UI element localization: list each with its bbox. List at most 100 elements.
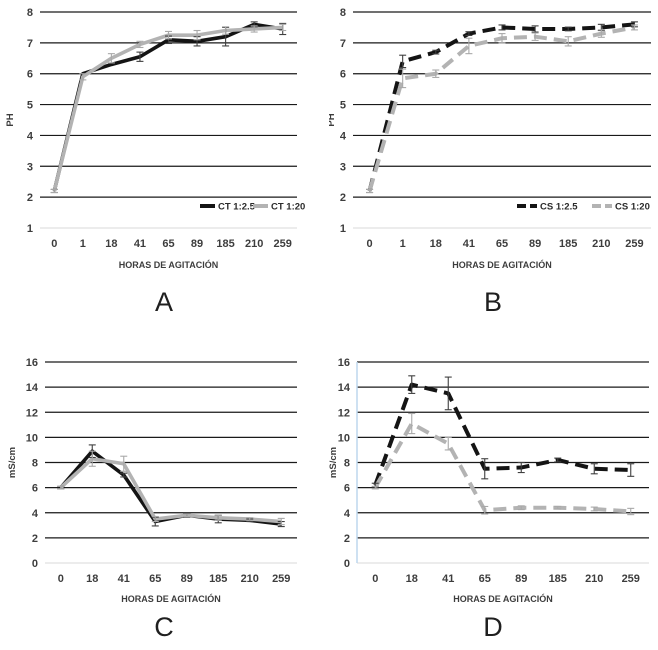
x-tick-label: 1 xyxy=(80,238,86,250)
chart-d: 0 2 4 6 8 10 12 14 16 0 18 41 65 89 185 210 259 HORAS DE … xyxy=(329,325,658,610)
legend-label: CT 1:20 xyxy=(271,202,305,213)
x-tick-label: 41 xyxy=(442,573,454,585)
y-tick-label: 0 xyxy=(344,558,350,570)
x-tick-label: 18 xyxy=(430,238,442,250)
x-tick-label: 41 xyxy=(463,238,475,250)
x-tick-label: 185 xyxy=(216,238,234,250)
y-tick-label: 3 xyxy=(340,161,346,173)
x-tick-label: 1 xyxy=(400,238,406,250)
y-tick-label: 1 xyxy=(27,223,33,235)
x-tick-label: 185 xyxy=(549,573,567,585)
y-tick-label: 0 xyxy=(32,558,38,570)
y-tick-label: 1 xyxy=(340,223,346,235)
y-tick-label: 10 xyxy=(338,432,350,444)
y-tick-label: 12 xyxy=(338,407,350,419)
x-tick-label: 65 xyxy=(162,238,174,250)
y-axis-title: PH xyxy=(329,113,337,126)
x-tick-label: 41 xyxy=(134,238,146,250)
error-bars-gray xyxy=(366,24,638,194)
x-tick-label: 0 xyxy=(366,238,372,250)
x-tick-label: 89 xyxy=(191,238,203,250)
y-axis-title: PH xyxy=(5,113,16,126)
y-tick-label: 5 xyxy=(27,100,33,112)
legend-label: CS 1:2.5 xyxy=(540,202,578,213)
x-tick-label: 65 xyxy=(479,573,491,585)
chart-c: 0 2 4 6 8 10 12 14 16 0 18 41 65 89 185 210 259 HORAS DE … xyxy=(0,325,329,610)
x-tick-label: 18 xyxy=(105,238,117,250)
y-tick-label: 16 xyxy=(26,357,38,369)
x-tick-label: 18 xyxy=(86,573,98,585)
x-tick-label: 259 xyxy=(274,238,292,250)
error-bars-gray xyxy=(50,23,287,194)
y-tick-label: 8 xyxy=(27,7,33,19)
x-tick-label: 65 xyxy=(496,238,508,250)
x-tick-label: 0 xyxy=(58,573,64,585)
x-tick-label: 210 xyxy=(585,573,603,585)
x-tick-label: 210 xyxy=(592,238,610,250)
x-tick-label: 210 xyxy=(245,238,263,250)
gridlines xyxy=(45,361,297,564)
chart-D-svg: 0 2 4 6 8 10 12 14 16 0 18 41 65 89 185 210 259 HORAS DE … xyxy=(329,357,649,604)
legend-label: CT 1:2.5 xyxy=(218,202,256,213)
chart-a: 1 2 3 4 5 6 7 8 0 1 18 41 65 89 185 210 259 HORAS DE AGIT… xyxy=(0,0,329,285)
x-axis-title: HORAS DE AGITACIÓN xyxy=(121,593,221,604)
y-tick-label: 3 xyxy=(27,161,33,173)
x-tick-label: 89 xyxy=(529,238,541,250)
chart-d-caption: D xyxy=(483,612,504,642)
y-tick-label: 6 xyxy=(27,69,33,81)
y-tick-label: 14 xyxy=(338,382,351,394)
chart-B-svg: 1 2 3 4 5 6 7 8 0 1 18 41 65 89 185 210 259 HORAS DE AGIT… xyxy=(329,7,651,270)
x-axis-title: HORAS DE AGITACIÓN xyxy=(119,259,219,270)
legend: CT 1:2.5 CT 1:20 xyxy=(200,202,305,213)
y-axis-title: mS/cm xyxy=(329,447,339,478)
y-tick-label: 7 xyxy=(340,38,346,50)
y-tick-label: 2 xyxy=(32,533,38,545)
chart-a-cell: 1 2 3 4 5 6 7 8 0 1 18 41 65 89 185 210 259 HORAS DE AGIT… xyxy=(0,0,329,325)
y-tick-label: 6 xyxy=(340,69,346,81)
chart-b-caption: B xyxy=(483,287,503,317)
error-bars-black xyxy=(366,21,638,194)
x-tick-label: 210 xyxy=(241,573,259,585)
y-tick-label: 2 xyxy=(27,192,33,204)
x-tick-label: 89 xyxy=(181,573,193,585)
gridlines xyxy=(40,11,297,229)
error-bars-gray xyxy=(371,412,635,516)
x-tick-label: 89 xyxy=(515,573,527,585)
y-tick-label: 6 xyxy=(344,483,350,495)
y-tick-label: 4 xyxy=(27,130,34,142)
y-tick-label: 4 xyxy=(340,130,347,142)
y-tick-label: 7 xyxy=(27,38,33,50)
chart-b-cell: 1 2 3 4 5 6 7 8 0 1 18 41 65 89 185 210 259 HORAS DE AGIT… xyxy=(329,0,658,325)
gridlines xyxy=(353,11,651,229)
legend-label: CS 1:20 xyxy=(615,202,650,213)
series-line-gray xyxy=(373,421,631,514)
chart-A-svg: 1 2 3 4 5 6 7 8 0 1 18 41 65 89 185 210 259 HORAS DE AGIT… xyxy=(5,7,305,270)
y-tick-label: 16 xyxy=(338,357,350,369)
y-tick-label: 8 xyxy=(344,458,350,470)
y-tick-label: 2 xyxy=(340,192,346,204)
x-tick-label: 41 xyxy=(118,573,130,585)
y-tick-label: 4 xyxy=(32,508,39,520)
x-tick-label: 0 xyxy=(51,238,57,250)
y-tick-label: 6 xyxy=(32,483,38,495)
y-axis-title: mS/cm xyxy=(7,447,18,478)
x-tick-label: 185 xyxy=(559,238,577,250)
legend: CS 1:2.5 CS 1:20 xyxy=(517,202,650,213)
chart-c-cell: 0 2 4 6 8 10 12 14 16 0 18 41 65 89 185 210 259 HORAS DE … xyxy=(0,325,329,650)
gridlines xyxy=(357,361,649,564)
x-tick-label: 259 xyxy=(622,573,640,585)
x-tick-label: 18 xyxy=(406,573,418,585)
chart-c-caption: C xyxy=(154,612,175,642)
x-axis-title: HORAS DE AGITACIÓN xyxy=(453,593,553,604)
error-bars-black xyxy=(50,21,287,194)
x-tick-label: 0 xyxy=(372,573,378,585)
chart-b: 1 2 3 4 5 6 7 8 0 1 18 41 65 89 185 210 259 HORAS DE AGIT… xyxy=(329,0,658,285)
x-tick-label: 259 xyxy=(272,573,290,585)
error-bars-gray xyxy=(57,450,285,526)
x-tick-label: 185 xyxy=(209,573,227,585)
y-tick-label: 10 xyxy=(26,432,38,444)
y-tick-label: 14 xyxy=(26,382,39,394)
y-tick-label: 8 xyxy=(340,7,346,19)
y-tick-label: 4 xyxy=(344,508,351,520)
